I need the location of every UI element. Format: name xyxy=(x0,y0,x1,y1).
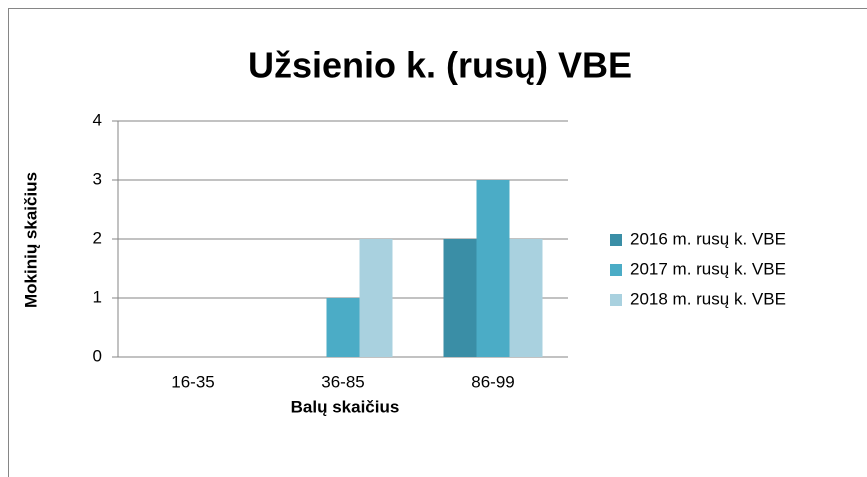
x-tick-label: 16-35 xyxy=(171,372,214,391)
legend-label: 2016 m. rusų k. VBE xyxy=(630,229,786,248)
legend-label: 2018 m. rusų k. VBE xyxy=(630,289,786,308)
legend-swatch xyxy=(610,264,622,276)
y-tick-label: 4 xyxy=(93,110,102,129)
bar xyxy=(509,239,543,357)
legend-label: 2017 m. rusų k. VBE xyxy=(630,259,786,278)
x-tick-label: 86-99 xyxy=(471,372,514,391)
bar xyxy=(443,239,477,357)
y-tick-label: 1 xyxy=(93,287,102,306)
chart-border xyxy=(8,8,867,477)
chart-title: Užsienio k. (rusų) VBE xyxy=(248,45,632,86)
y-tick-label: 3 xyxy=(93,169,102,188)
legend-swatch xyxy=(610,294,622,306)
x-tick-label: 36-85 xyxy=(321,372,364,391)
y-tick-label: 2 xyxy=(93,228,102,247)
y-axis-label: Mokinių skaičius xyxy=(21,172,40,308)
legend-swatch xyxy=(610,234,622,246)
bar xyxy=(359,239,393,357)
bar xyxy=(326,298,360,357)
bar xyxy=(476,180,510,357)
y-tick-label: 0 xyxy=(93,346,102,365)
x-axis-label: Balų skaičius xyxy=(291,397,400,416)
